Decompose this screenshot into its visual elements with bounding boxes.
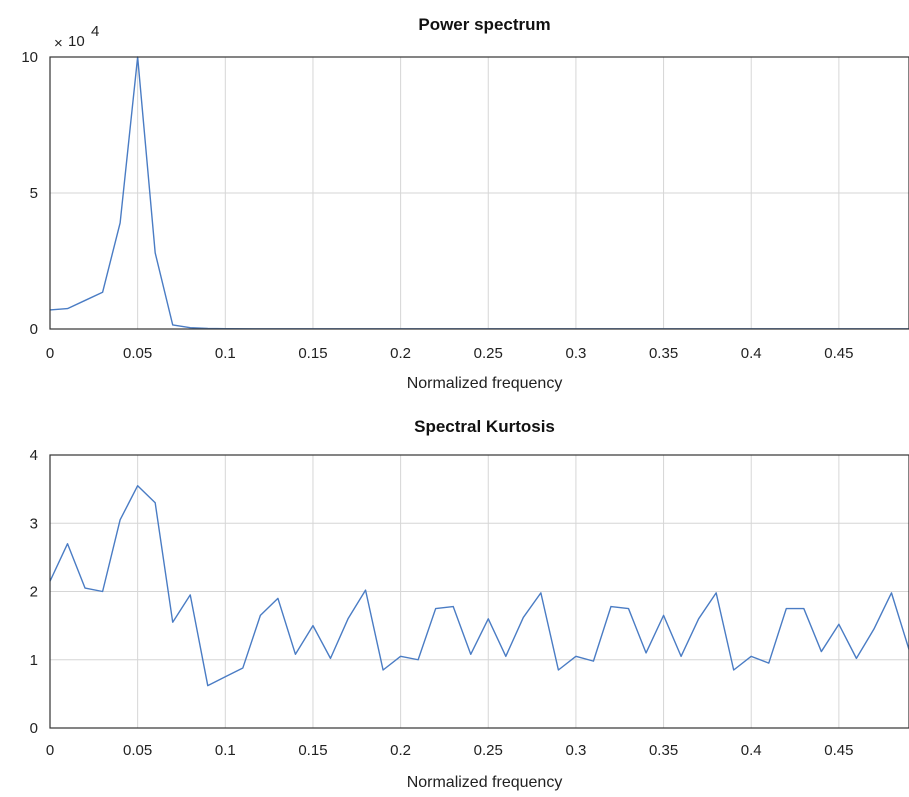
chart-title: Spectral Kurtosis — [414, 417, 555, 436]
x-tick-label: 0.1 — [215, 742, 236, 759]
x-tick-label: 0.05 — [123, 345, 152, 362]
x-tick-label: 0 — [46, 345, 54, 362]
y-tick-label: 0 — [30, 720, 38, 737]
x-tick-label: 0.25 — [474, 345, 503, 362]
x-tick-label: 0.2 — [390, 345, 411, 362]
multiplier-exponent: 4 — [91, 23, 99, 40]
x-tick-label: 0.35 — [649, 345, 678, 362]
x-tick-label: 0 — [46, 742, 54, 759]
chart-title: Power spectrum — [418, 15, 550, 34]
chart-panel-2: Spectral Kurtosis 0 0.05 0.1 0.15 0.2 0.25 0.3 0… — [30, 417, 909, 791]
x-tick-label: 0.4 — [741, 345, 762, 362]
series-line — [49, 485, 909, 687]
plot-frame — [49, 56, 909, 330]
chart-panel-1: Power spectrum 0 0.05 0.1 0.15 0.2 0.25 0.3 0.35… — [21, 15, 909, 392]
x-tick-label: 0.45 — [824, 742, 853, 759]
x-tick-label: 0.1 — [215, 345, 236, 362]
y-tick-label: 4 — [30, 447, 38, 464]
x-tick-label: 0.25 — [474, 742, 503, 759]
y-tick-label: 1 — [30, 652, 38, 669]
x-axis-label: Normalized frequency — [407, 774, 563, 791]
plot-frame — [49, 454, 909, 729]
multiplier-times: × — [54, 35, 63, 52]
x-tick-label: 0.15 — [298, 742, 327, 759]
x-tick-label: 0.3 — [565, 742, 586, 759]
x-axis-label: Normalized frequency — [407, 375, 563, 392]
x-tick-label: 0.4 — [741, 742, 762, 759]
y-tick-label: 5 — [30, 185, 38, 202]
x-tick-label: 0.3 — [565, 345, 586, 362]
multiplier-base: 10 — [68, 33, 85, 50]
x-tick-label: 0.35 — [649, 742, 678, 759]
x-tick-label: 0.45 — [824, 345, 853, 362]
y-tick-label: 0 — [30, 321, 38, 338]
y-tick-label: 3 — [30, 515, 38, 532]
x-tick-label: 0.2 — [390, 742, 411, 759]
y-axis-multiplier: × 10 4 — [54, 23, 99, 52]
y-tick-label: 2 — [30, 584, 38, 601]
x-tick-label: 0.05 — [123, 742, 152, 759]
x-tick-label: 0.15 — [298, 345, 327, 362]
y-tick-label: 10 — [21, 49, 38, 66]
